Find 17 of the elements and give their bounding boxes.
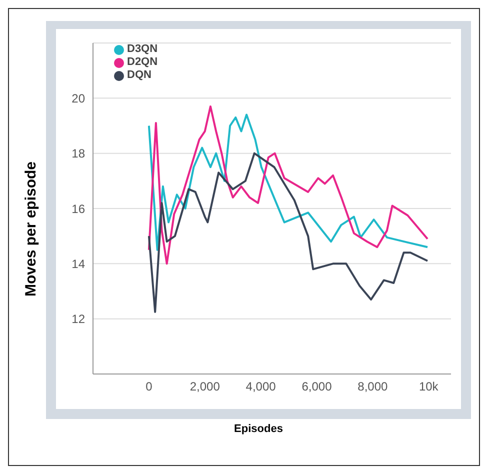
x-tick-label: 4,000 [246, 380, 276, 394]
legend-label: D2QN [127, 56, 158, 69]
legend-label: DQN [127, 69, 152, 82]
y-tick-label: 20 [72, 91, 86, 106]
x-tick-label: 0 [146, 380, 153, 394]
y-tick-label: 12 [72, 312, 86, 326]
y-axis-title: Moves per episode [22, 161, 40, 297]
x-tick-label: 10k [418, 380, 440, 394]
y-tick-label: 18 [72, 146, 86, 161]
x-tick-label: 2,000 [190, 380, 220, 394]
y-tick-label: 16 [72, 202, 86, 216]
x-axis-title: Episodes [233, 423, 284, 435]
x-tick-label: 8,000 [358, 380, 388, 394]
line-series [148, 152, 429, 313]
legend-label: D3QN [127, 43, 158, 56]
y-tick-label: 14 [72, 256, 86, 271]
x-tick-label: 6,000 [302, 380, 332, 394]
